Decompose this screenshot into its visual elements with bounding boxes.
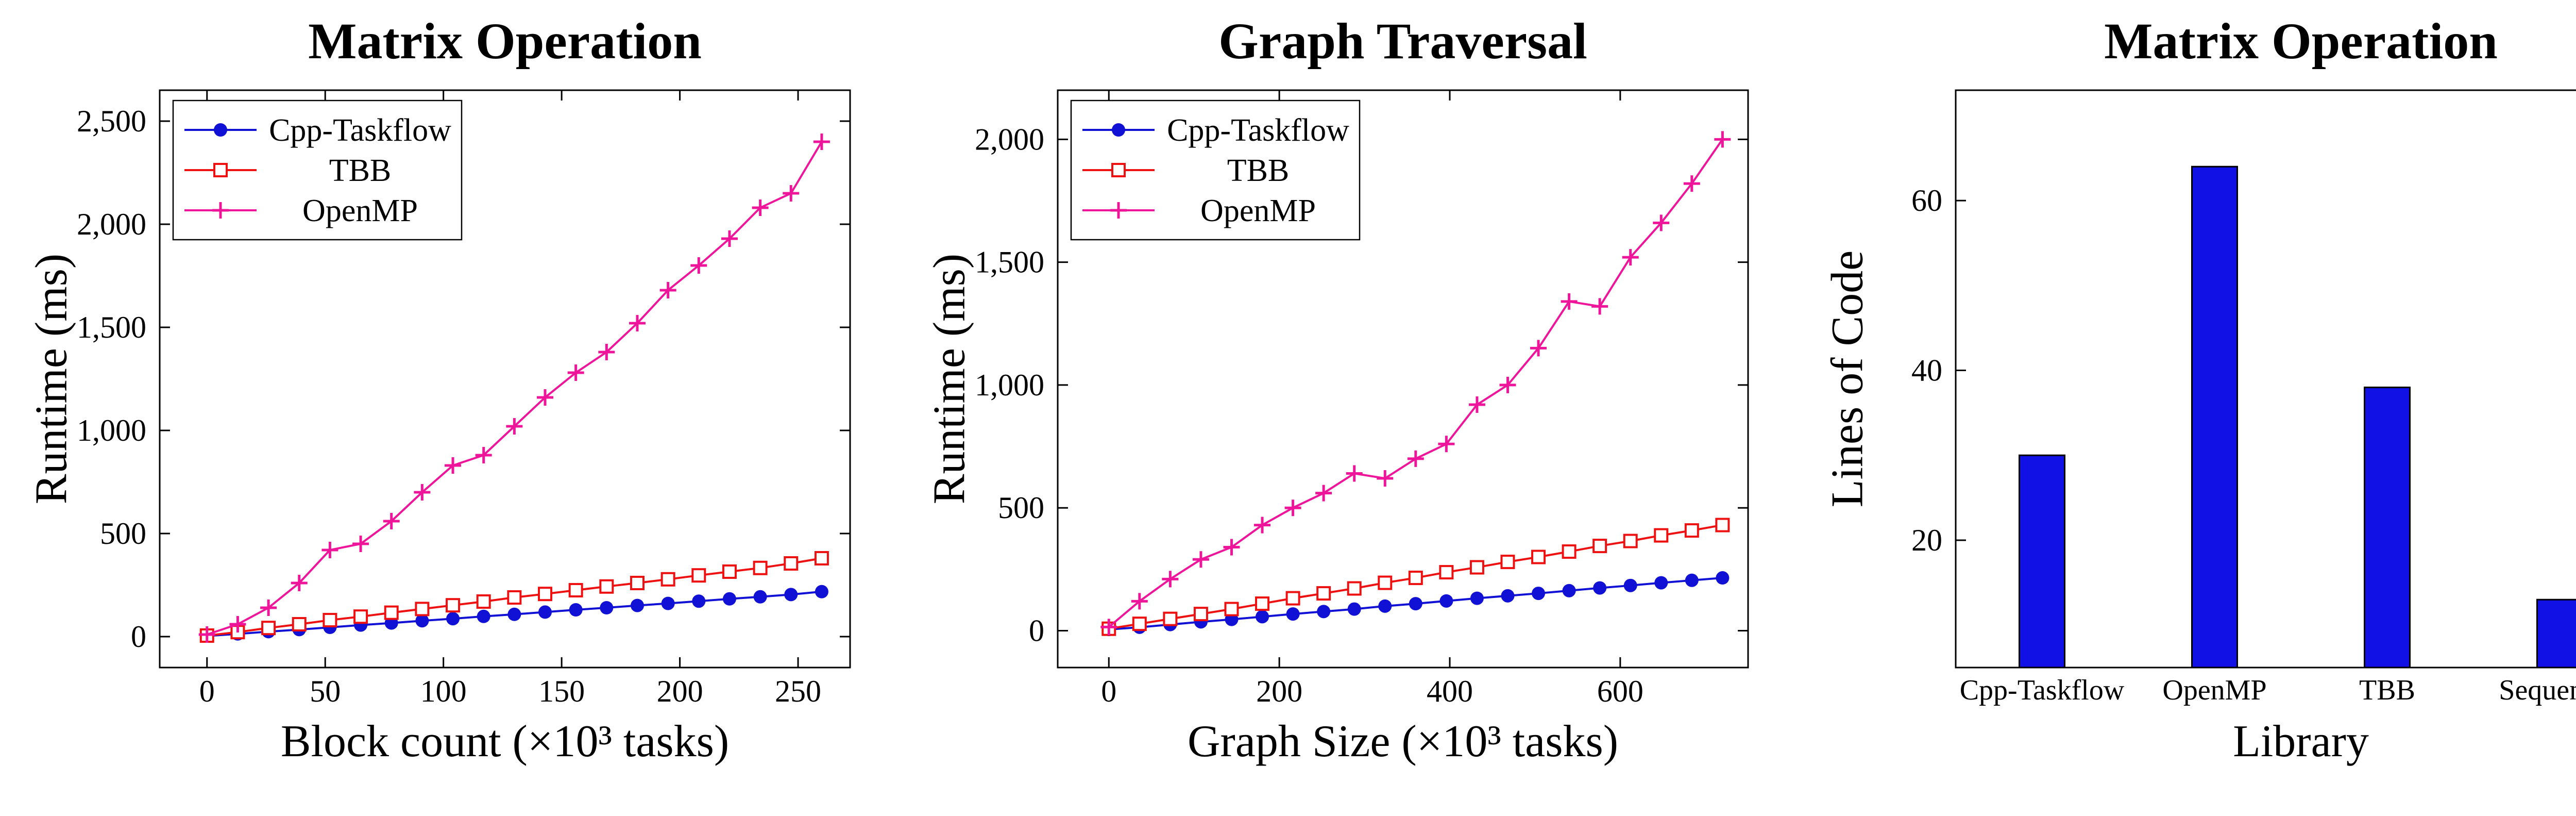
y-tick-label: 2,000: [975, 122, 1044, 156]
y-tick-label: 500: [100, 517, 146, 551]
x-tick-label: 250: [775, 674, 821, 708]
series-OpenMP: [1100, 131, 1731, 636]
y-tick-label: 1,500: [77, 310, 146, 344]
bar-TBB: [2364, 386, 2411, 669]
bar-OpenMP: [2191, 165, 2238, 669]
x-category-label: TBB: [2359, 674, 2415, 706]
legend-label: OpenMP: [1200, 193, 1316, 228]
x-tick-label: 150: [538, 674, 585, 708]
legend-label: TBB: [1227, 153, 1290, 188]
panel-line-chart-matrix-operation: Matrix Operation Runtime (ms) 0 50 100 150 2…: [0, 0, 898, 816]
axis-ticks: [1058, 90, 1748, 668]
y-tick-label: 20: [1911, 523, 1942, 557]
chart-title: Graph Traversal: [1218, 12, 1587, 70]
x-category-label: OpenMP: [2162, 674, 2266, 706]
bar-chart-matrix-operation: 20 40 60 Cpp-Taskflow OpenMP TBB Sequential: [1911, 89, 2576, 706]
series-TBB: [1101, 518, 1730, 636]
series-Cpp-Taskflow: [1102, 571, 1730, 637]
series-TBB: [199, 551, 829, 643]
line-chart-graph-traversal: 0 200 400 600 0 500 1,000 1,500 2,000 Cpp-Taskflo…: [975, 89, 1749, 708]
panel-bar-chart-matrix-operation: Matrix Operation Lines of Code 20 40 60 Cpp…: [1796, 0, 2576, 816]
legend: Cpp-Taskflow TBB OpenMP: [172, 99, 463, 241]
legend-label: Cpp-Taskflow: [269, 113, 451, 148]
x-tick-label: 400: [1427, 674, 1473, 708]
x-axis-label: Library: [2233, 717, 2369, 767]
x-tick-label: 200: [657, 674, 703, 708]
x-tick-label: 0: [1101, 674, 1116, 708]
y-tick-label: 2,000: [77, 207, 146, 241]
series-OpenMP: [198, 134, 830, 643]
y-tick-label: 2,500: [77, 104, 146, 138]
x-tick-label: 200: [1256, 674, 1302, 708]
chart-title: Matrix Operation: [2104, 12, 2498, 70]
y-tick-label: 0: [131, 620, 146, 654]
x-axis-label: Block count (×10³ tasks): [280, 717, 730, 767]
y-tick-label: 1,000: [975, 368, 1044, 402]
legend-label: TBB: [329, 153, 392, 188]
y-tick-label: 40: [1911, 354, 1942, 388]
x-axis-label: Graph Size (×10³ tasks): [1187, 717, 1619, 767]
axis-ticks: [160, 90, 850, 668]
x-category-label: Sequential: [2499, 674, 2576, 706]
x-tick-label: 0: [199, 674, 215, 708]
x-tick-label: 600: [1597, 674, 1643, 708]
y-tick-label: 60: [1911, 184, 1942, 218]
bar-Cpp-Taskflow: [2019, 454, 2065, 669]
bar-Sequential: [2536, 598, 2576, 669]
y-tick-label: 1,500: [975, 245, 1044, 279]
x-tick-label: 100: [420, 674, 467, 708]
chart-title: Matrix Operation: [308, 12, 702, 70]
x-tick-label: 50: [310, 674, 341, 708]
y-tick-label: 500: [998, 491, 1044, 525]
y-tick-label: 1,000: [77, 413, 146, 447]
legend-label: OpenMP: [302, 193, 418, 228]
legend: Cpp-Taskflow TBB OpenMP: [1070, 99, 1361, 241]
y-tick-label: 0: [1029, 614, 1044, 648]
legend-label: Cpp-Taskflow: [1167, 113, 1349, 148]
axis-ticks: [1956, 199, 1966, 541]
x-category-label: Cpp-Taskflow: [1960, 674, 2125, 706]
panel-line-chart-graph-traversal: Graph Traversal Runtime (ms) 0 200 400 600 0…: [898, 0, 1796, 816]
line-chart-matrix-operation: 0 50 100 150 200 250 0 500 1,000 1,500 2,000 2,500 C…: [77, 89, 851, 708]
